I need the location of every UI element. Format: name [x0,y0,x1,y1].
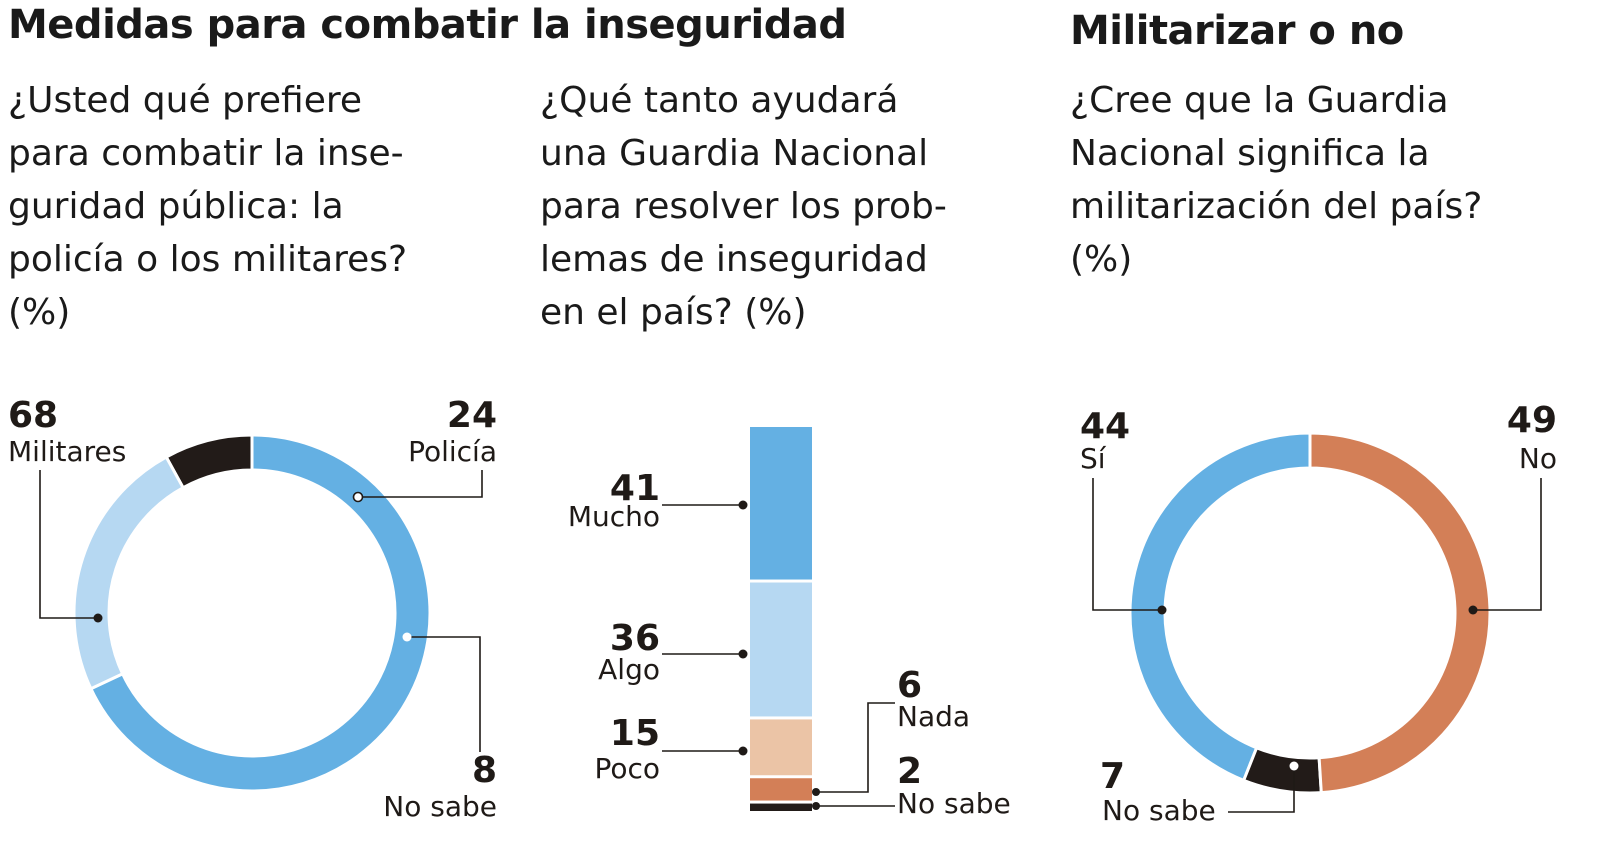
data-label-nada-value: 6 [897,665,922,706]
data-label-militares-value: 68 [8,395,58,436]
question-2-line: una Guardia Nacional [540,133,929,174]
question-3: ¿Cree que la Guardia Nacional significa … [1070,74,1482,286]
data-label-policia: Policía [408,435,497,468]
data-label-no-sabe-2: No sabe [897,787,1011,820]
callout-no: 49 No [1468,400,1557,615]
question-1-line: (%) [8,292,71,333]
data-label-algo-value: 36 [610,618,660,659]
callout-poco: 15 Poco [594,713,748,785]
question-2: ¿Qué tanto ayudará una Guardia Nacional … [540,74,947,339]
question-1-line: guridad pública: la [8,186,344,227]
question-2-line: en el país? (%) [540,292,807,333]
question-1-line: para combatir la inse- [8,133,404,174]
question-3-line: Nacional significa la [1070,133,1430,174]
data-label-no-sabe-3-value: 7 [1100,756,1125,797]
data-label-mucho-value: 41 [610,468,660,509]
data-label-no-sabe-1: No sabe [383,790,497,823]
question-3-line: (%) [1070,239,1133,280]
callout-algo: 36 Algo [598,618,748,686]
bar-segment-no-sabe [750,803,812,811]
question-2-line: lemas de inseguridad [540,239,928,280]
question-1-line: policía o los militares? [8,239,408,280]
data-label-no-sabe-1-value: 8 [472,750,497,791]
data-label-si: Sí [1080,442,1107,475]
question-1: ¿Usted qué prefiere para combatir la ins… [8,74,407,339]
heading-left: Medidas para combatir la inseguridad [8,2,847,48]
data-label-nada: Nada [897,700,970,733]
bar-segment-algo [750,582,812,717]
callout-militares: 68 Militares [8,395,126,623]
bar-segment-mucho [750,427,812,580]
data-label-no-sabe-2-value: 2 [897,751,922,792]
callout-no-sabe-3: 7 No sabe [1100,756,1299,827]
data-label-poco-value: 15 [610,713,660,754]
data-label-militares: Militares [8,435,126,468]
slice-s- [1128,431,1312,783]
bar-segment-nada [750,778,812,801]
data-label-poco: Poco [594,752,660,785]
slice-militares [88,433,432,793]
question-3-line: militarización del país? [1070,186,1483,227]
slice-polic-a [72,454,186,691]
data-label-policia-value: 24 [447,395,497,436]
callout-si: 44 Sí [1080,406,1167,615]
data-label-algo: Algo [598,653,660,686]
callout-no-sabe-2: 2 No sabe [812,751,1011,820]
callout-policia: 24 Policía [352,395,497,503]
donut-chart-militarization [1128,431,1492,795]
heading-right: Militarizar o no [1070,8,1404,54]
stacked-bar-chart-guardia-help [750,427,812,811]
bar-segment-poco [750,719,812,776]
callout-nada: 6 Nada [812,665,970,796]
question-1-line: ¿Usted qué prefiere [8,80,363,121]
callout-no-sabe-1: 8 No sabe [383,632,497,823]
data-label-si-value: 44 [1080,406,1130,447]
data-label-no-value: 49 [1507,400,1557,441]
question-3-line: ¿Cree que la Guardia [1070,80,1449,121]
slice-no-sabe [1241,745,1323,795]
data-label-no: No [1519,442,1557,475]
slice-no [1308,431,1492,795]
data-label-mucho: Mucho [568,500,660,533]
data-label-no-sabe-3: No sabe [1102,794,1216,827]
question-2-line: para resolver los prob- [540,186,947,227]
callout-mucho: 41 Mucho [568,468,748,533]
donut-chart-police-military [72,433,432,793]
question-2-line: ¿Qué tanto ayudará [540,80,899,121]
